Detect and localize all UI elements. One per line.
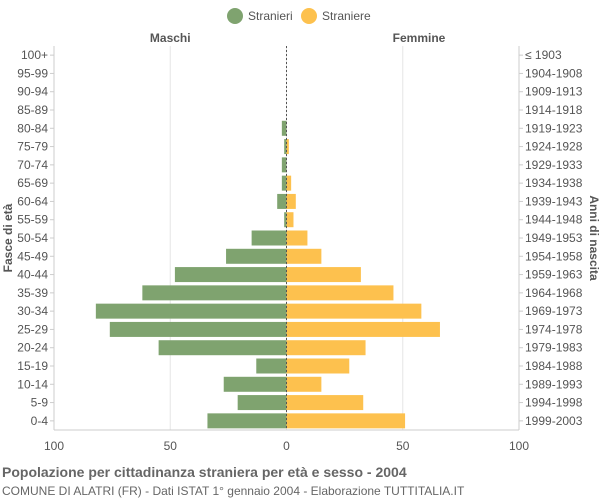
bar-straniere-45-49 [286,248,322,264]
birth-year-label: 1979-1983 [525,341,583,355]
bar-straniere-0-4 [286,413,406,429]
birth-year-label: 1944-1948 [525,213,583,227]
bar-stranieri-0-4 [207,413,287,429]
birth-year-label: 1964-1968 [525,286,583,300]
birth-year-label: 1999-2003 [525,414,583,428]
birth-year-label: 1919-1923 [525,121,583,135]
bar-stranieri-50-54 [251,230,287,246]
age-group-label: 70-74 [17,158,48,172]
bar-stranieri-40-44 [174,267,287,283]
age-group-label: 25-29 [17,322,48,336]
legend-label-straniere: Straniere [322,9,371,23]
bar-straniere-50-54 [286,230,308,246]
birth-year-label: 1914-1918 [525,103,583,117]
bar-stranieri-60-64 [277,193,287,209]
age-group-label: 60-64 [17,194,48,208]
age-group-label: 20-24 [17,341,48,355]
legend-label-stranieri: Stranieri [248,9,293,23]
age-group-label: 45-49 [17,249,48,263]
bar-straniere-75-79 [286,139,289,155]
bar-straniere-10-14 [286,376,322,392]
bar-stranieri-10-14 [223,376,287,392]
bar-stranieri-80-84 [281,120,287,136]
bar-straniere-35-39 [286,285,394,301]
x-tick-label: 50 [396,439,410,453]
age-group-label: 95-99 [17,66,48,80]
birth-year-label: 1949-1953 [525,231,583,245]
bar-stranieri-55-59 [284,212,287,228]
bar-stranieri-75-79 [284,139,287,155]
bar-straniere-20-24 [286,340,366,356]
bar-stranieri-30-34 [95,303,287,319]
bar-stranieri-15-19 [256,358,287,374]
birth-year-label: 1974-1978 [525,322,583,336]
y-axis-title-right: Anni di nascita [587,195,600,281]
x-tick-label: 50 [164,439,178,453]
bar-straniere-65-69 [286,175,292,191]
birth-year-label: 1934-1938 [525,176,583,190]
bar-straniere-15-19 [286,358,350,374]
birth-year-label: 1924-1928 [525,140,583,154]
age-group-label: 55-59 [17,213,48,227]
chart-title: Popolazione per cittadinanza straniera p… [2,464,407,480]
population-pyramid-chart: 100 50 0 50 100 100+ ≤ 1903 95-99 1904-1908 90-94… [1,8,600,453]
age-group-label: 90-94 [17,85,48,99]
chart-subtitle: COMUNE DI ALATRI (FR) - Dati ISTAT 1° ge… [2,484,465,498]
age-group-label: 85-89 [17,103,48,117]
birth-year-label: 1909-1913 [525,85,583,99]
birth-year-label: 1939-1943 [525,194,583,208]
age-group-label: 80-84 [17,121,48,135]
bar-straniere-5-9 [286,395,364,411]
age-group-label: 5-9 [31,396,49,410]
legend-swatch-straniere [301,8,317,24]
birth-year-label: 1984-1988 [525,359,583,373]
male-header: Maschi [150,31,191,45]
bar-stranieri-35-39 [142,285,287,301]
age-group-label: 65-69 [17,176,48,190]
bar-stranieri-65-69 [281,175,287,191]
bar-stranieri-5-9 [237,395,287,411]
bar-stranieri-25-29 [109,321,287,337]
bar-straniere-40-44 [286,267,361,283]
y-axis-title-left: Fasce di età [1,203,15,272]
age-group-label: 40-44 [17,268,48,282]
age-group-label: 35-39 [17,286,48,300]
age-group-label: 15-19 [17,359,48,373]
bar-stranieri-45-49 [226,248,287,264]
age-group-label: 75-79 [17,140,48,154]
birth-year-label: 1989-1993 [525,377,583,391]
bar-straniere-25-29 [286,321,440,337]
bar-stranieri-20-24 [158,340,287,356]
birth-year-label: 1904-1908 [525,66,583,80]
age-group-label: 30-34 [17,304,48,318]
bar-stranieri-70-74 [281,157,287,173]
birth-year-label: 1929-1933 [525,158,583,172]
birth-year-label: 1959-1963 [525,268,583,282]
x-tick-label: 100 [44,439,64,453]
legend-swatch-stranieri [227,8,243,24]
birth-year-label: 1969-1973 [525,304,583,318]
bar-straniere-30-34 [286,303,422,319]
birth-year-label: ≤ 1903 [525,48,562,62]
age-group-label: 100+ [21,48,48,62]
age-group-label: 50-54 [17,231,48,245]
age-group-label: 10-14 [17,377,48,391]
birth-year-label: 1954-1958 [525,249,583,263]
age-group-label: 0-4 [31,414,49,428]
x-tick-label: 100 [509,439,529,453]
female-header: Femmine [393,31,446,45]
x-tick-label: 0 [283,439,290,453]
bar-straniere-60-64 [286,193,296,209]
birth-year-label: 1994-1998 [525,396,583,410]
bar-straniere-55-59 [286,212,294,228]
